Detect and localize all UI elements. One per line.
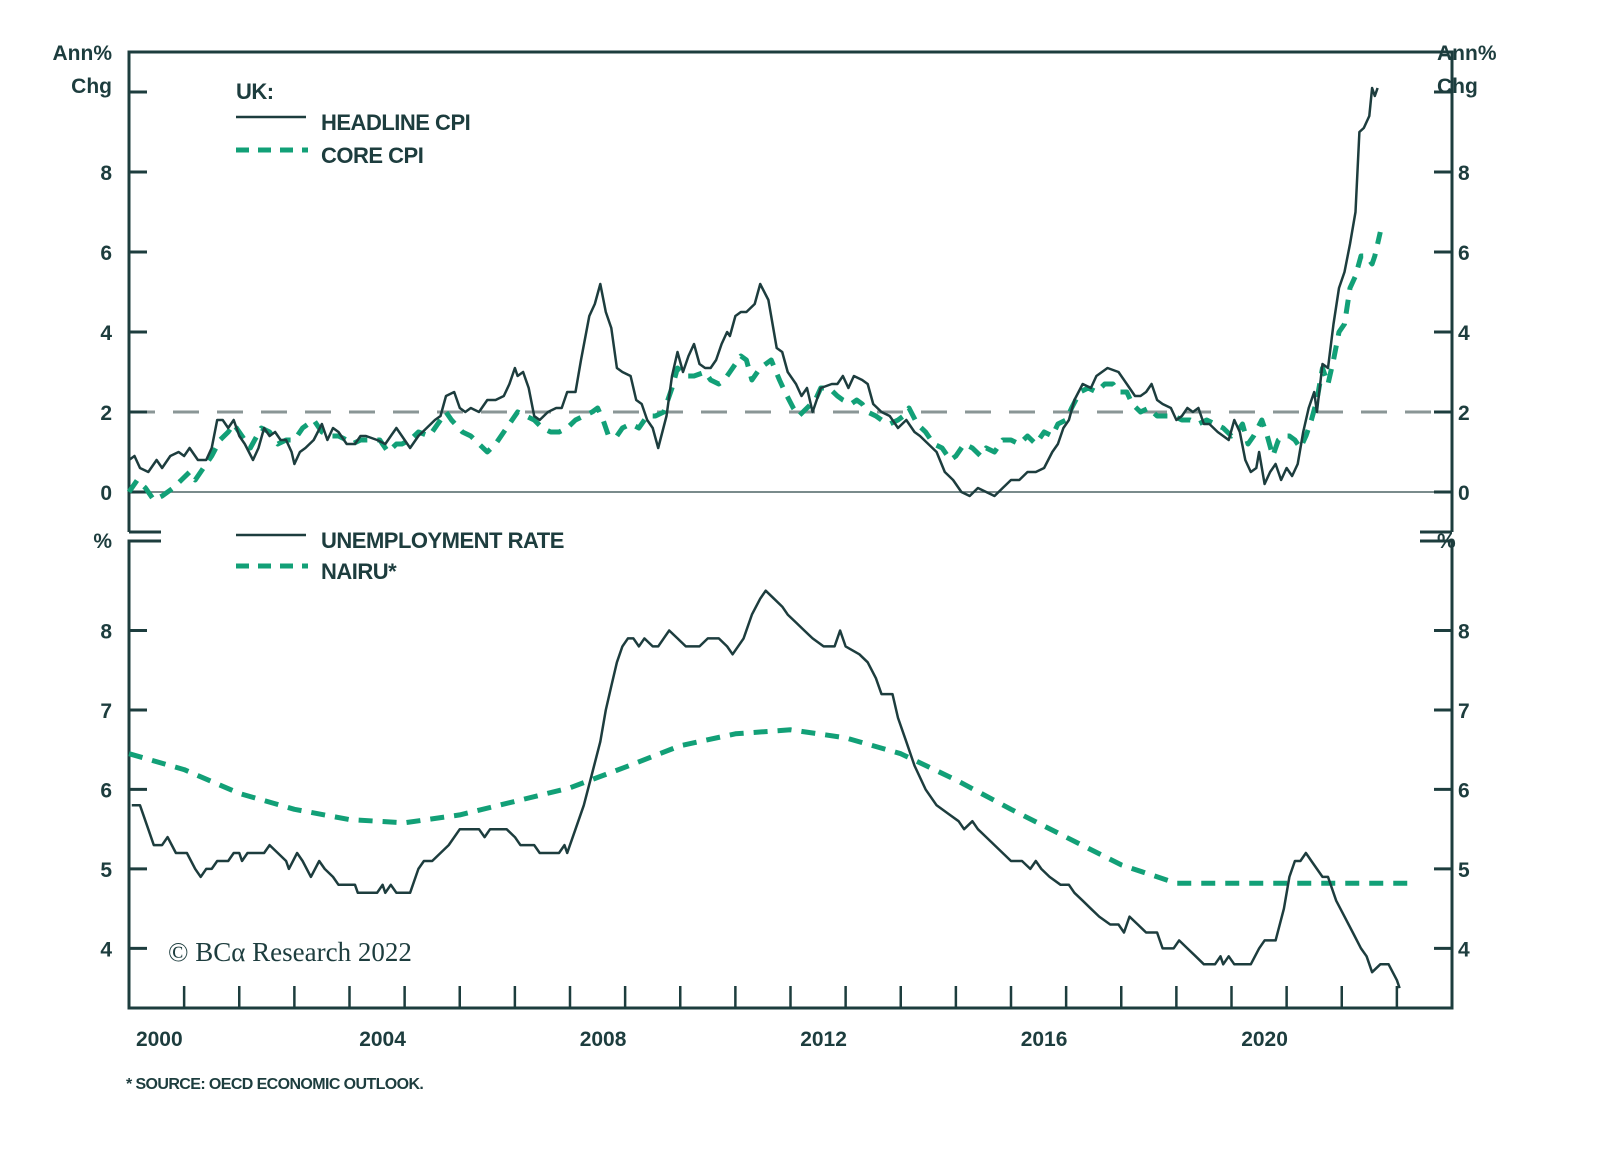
reference-lines [129,410,1452,493]
bottom-right-ytick-label: 8 [1458,620,1470,643]
top-left-ytick-label: 4 [100,322,112,345]
top-left-ytick-label: 0 [100,482,112,505]
top-left-ytick-label: 8 [100,162,112,185]
core-cpi-line [126,231,1383,503]
bottom-left-ytick-label: 7 [100,700,112,723]
top-left-ytick-label: 2 [100,402,112,425]
legend-top-title: UK: [236,79,274,104]
legend-core-label: CORE CPI [321,143,423,168]
x-tick-label: 2000 [136,1028,183,1051]
top-left-ylabel-line2: Chg [71,75,112,98]
x-tick-label: 2016 [1021,1028,1068,1051]
source-footnote: * SOURCE: OECD ECONOMIC OUTLOOK. [126,1076,423,1093]
legend-nairu-label: NAIRU* [321,559,397,584]
top-left-ylabel-line1: Ann% [53,42,113,65]
axis-ticks [129,90,1452,1008]
legend-unemployment-label: UNEMPLOYMENT RATE [321,528,564,553]
bottom-left-ylabel: % [93,530,112,553]
unemployment-rate-line [131,589,1401,989]
top-right-ytick-label: 8 [1458,162,1470,185]
bottom-left-ytick-label: 4 [100,938,112,961]
top-right-ytick-label: 4 [1458,322,1470,345]
nairu-line [128,727,1414,886]
legend-headline-label: HEADLINE CPI [321,110,470,135]
bottom-right-ylabel: % [1437,530,1456,553]
bottom-right-ytick-label: 5 [1458,859,1470,882]
top-right-ylabel-line2: Chg [1437,75,1478,98]
top-right-ytick-label: 6 [1458,242,1470,265]
top-left-ytick-label: 6 [100,242,112,265]
top-right-ytick-label: 0 [1458,482,1470,505]
y-tick-labels: 0 0 2 2 4 4 6 6 8 8 4 4 5 5 6 6 7 7 8 8 [100,162,1470,961]
x-tick-labels: 2000 2004 2008 2012 2016 2020 [136,1028,1288,1051]
bottom-left-ytick-label: 8 [100,620,112,643]
x-tick-label: 2004 [359,1028,406,1051]
series-lines [126,86,1414,989]
bottom-right-ytick-label: 7 [1458,700,1470,723]
top-right-ytick-label: 2 [1458,402,1470,425]
bottom-right-ytick-label: 6 [1458,779,1470,802]
x-tick-label: 2008 [580,1028,627,1051]
top-panel-frame [127,50,1454,532]
x-tick-label: 2020 [1241,1028,1288,1051]
headline-cpi-line [128,86,1379,498]
x-tick-label: 2012 [800,1028,847,1051]
bottom-left-ytick-label: 5 [100,859,112,882]
bottom-right-ytick-label: 4 [1458,938,1470,961]
bottom-left-ytick-label: 6 [100,779,112,802]
top-right-ylabel-line1: Ann% [1437,42,1497,65]
copyright-credit: © BCα Research 2022 [168,937,412,967]
